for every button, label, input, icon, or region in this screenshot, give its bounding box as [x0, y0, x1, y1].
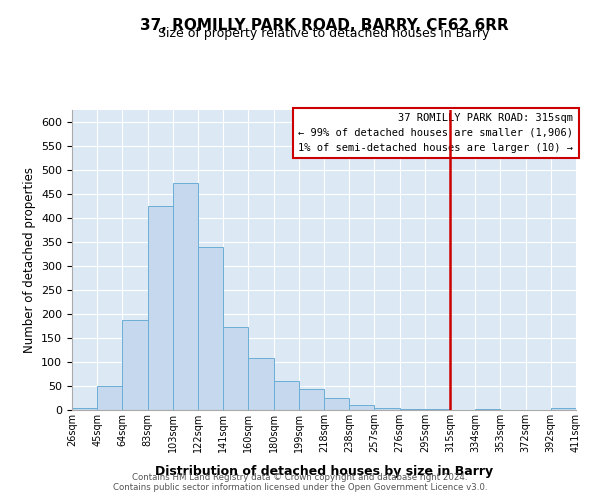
Bar: [425, 409, 450, 410]
Bar: [475, 409, 500, 410]
Text: Distribution of detached houses by size in Barry: Distribution of detached houses by size …: [155, 464, 493, 477]
Bar: [148, 206, 173, 410]
Bar: [299, 389, 324, 410]
Bar: [400, 408, 425, 410]
Bar: [374, 408, 400, 410]
Bar: [198, 247, 223, 410]
Bar: [551, 408, 576, 410]
Bar: [72, 408, 97, 410]
Bar: [274, 381, 299, 410]
Text: 37 ROMILLY PARK ROAD: 315sqm
← 99% of detached houses are smaller (1,906)
1% of : 37 ROMILLY PARK ROAD: 315sqm ← 99% of de…: [298, 113, 574, 152]
Text: Contains HM Land Registry data © Crown copyright and database right 2024.
Contai: Contains HM Land Registry data © Crown c…: [113, 473, 487, 492]
Bar: [122, 320, 148, 410]
Bar: [223, 327, 248, 410]
Y-axis label: Number of detached properties: Number of detached properties: [23, 167, 35, 353]
Text: Size of property relative to detached houses in Barry: Size of property relative to detached ho…: [158, 28, 490, 40]
Bar: [248, 358, 274, 410]
Bar: [173, 184, 198, 410]
Bar: [97, 386, 122, 410]
Bar: [324, 398, 349, 410]
Bar: [349, 405, 374, 410]
Text: 37, ROMILLY PARK ROAD, BARRY, CF62 6RR: 37, ROMILLY PARK ROAD, BARRY, CF62 6RR: [140, 18, 508, 32]
